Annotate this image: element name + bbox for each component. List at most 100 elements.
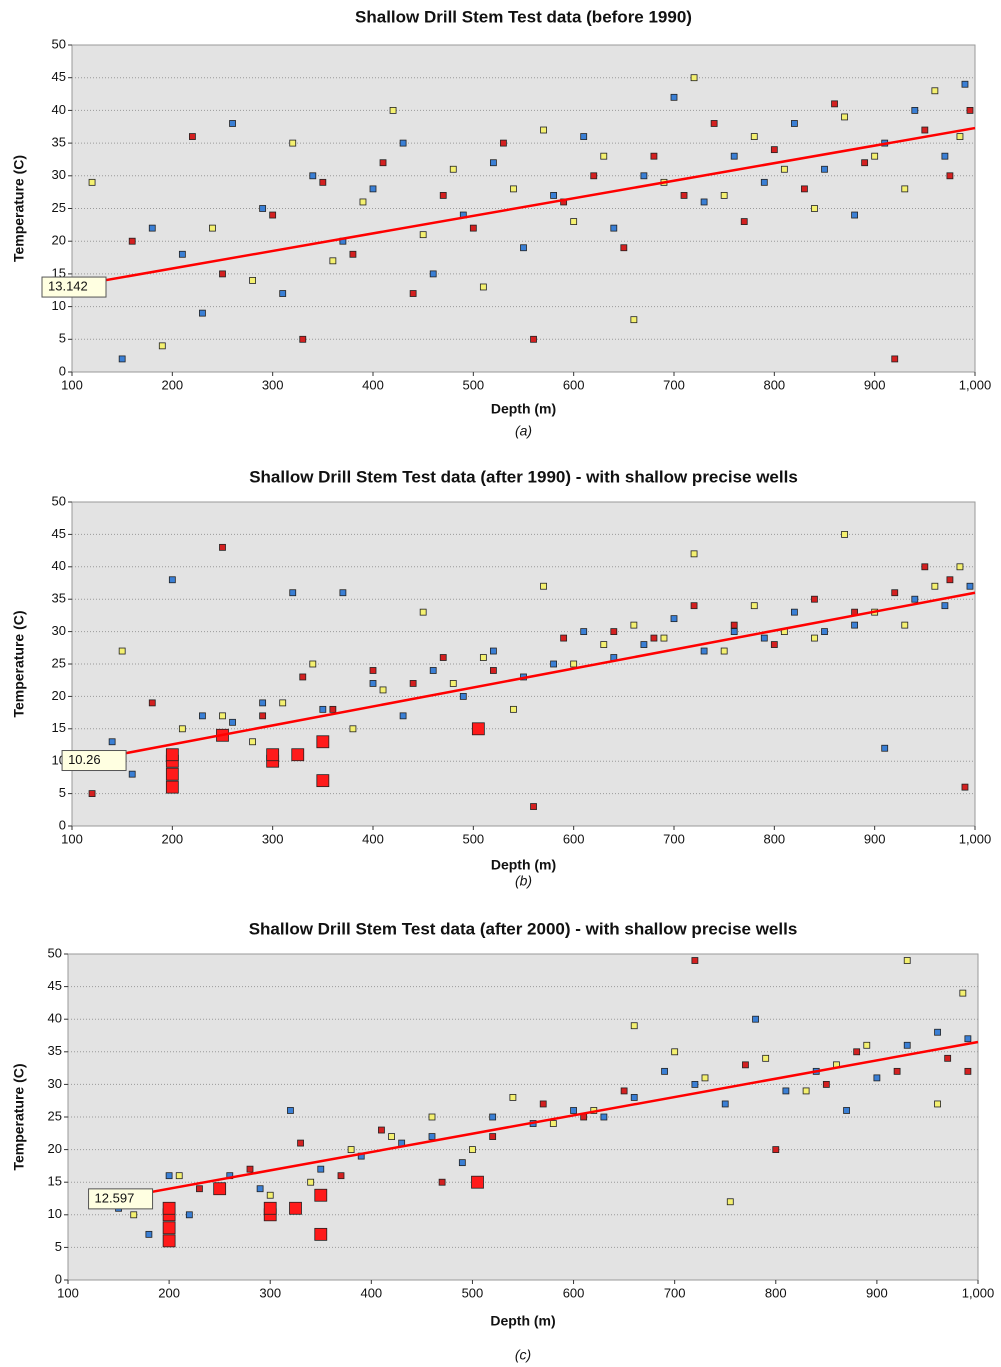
data-point <box>319 178 327 186</box>
data-point <box>700 198 708 206</box>
data-point <box>479 654 487 661</box>
y-tick-label: 15 <box>48 1174 62 1189</box>
data-point <box>469 224 477 232</box>
y-tick-label: 30 <box>48 1076 62 1091</box>
y-tick-label: 10 <box>48 1206 62 1221</box>
data-point <box>730 621 738 629</box>
data-point <box>881 744 889 752</box>
data-point <box>670 615 678 623</box>
data-point <box>297 1139 304 1147</box>
data-point <box>560 634 568 642</box>
data-point <box>730 152 738 160</box>
data-point <box>309 172 317 180</box>
data-point <box>640 172 648 180</box>
data-point <box>489 159 497 167</box>
data-point <box>831 100 838 108</box>
data-point <box>419 231 427 239</box>
data-point <box>378 1126 385 1134</box>
data-point <box>791 120 798 127</box>
data-point <box>209 224 216 232</box>
data-point <box>782 1087 790 1095</box>
data-point <box>449 165 457 173</box>
data-point <box>178 725 186 733</box>
x-tick-label: 1,000 <box>959 377 992 392</box>
y-axis-label: Temperature (C) <box>11 1063 27 1170</box>
caption: (c) <box>515 1347 531 1363</box>
x-tick-label: 300 <box>262 377 284 392</box>
data-point <box>946 172 954 180</box>
data-point <box>701 1074 709 1082</box>
trend-line <box>71 126 976 288</box>
x-axis-label: Depth (m) <box>491 857 556 873</box>
caption: (a) <box>515 423 532 439</box>
data-point <box>118 355 126 363</box>
data-point <box>921 563 929 571</box>
data-point <box>660 634 668 642</box>
data-point <box>772 1146 780 1153</box>
data-point <box>379 159 387 167</box>
annotation-box <box>61 750 127 772</box>
data-point <box>550 192 557 199</box>
data-point <box>650 152 658 160</box>
data-point <box>509 1094 517 1101</box>
data-point <box>961 783 969 791</box>
y-tick-label: 0 <box>59 363 66 378</box>
data-point <box>600 641 608 648</box>
data-point <box>700 647 708 655</box>
chart-title: Shallow Drill Stem Test data (after 2000… <box>249 919 798 938</box>
y-tick-label: 30 <box>52 623 66 638</box>
data-point <box>811 595 818 603</box>
data-point <box>550 660 557 668</box>
x-tick-label: 300 <box>259 1285 281 1300</box>
data-point <box>941 602 949 610</box>
y-tick-label: 15 <box>52 720 66 735</box>
data-point <box>752 1015 759 1023</box>
data-point <box>510 705 517 713</box>
data-point <box>88 178 96 186</box>
x-tick-label: 200 <box>161 377 183 392</box>
data-point <box>279 699 287 707</box>
data-point <box>580 628 588 635</box>
data-point <box>369 185 377 193</box>
x-tick-label: 800 <box>763 831 785 846</box>
data-point <box>359 198 367 206</box>
data-point <box>861 159 869 167</box>
data-point <box>690 550 698 558</box>
x-tick-label: 600 <box>563 1285 585 1300</box>
data-point <box>458 1159 466 1167</box>
data-point <box>369 667 377 674</box>
annotation-box <box>41 276 107 298</box>
data-point <box>931 582 939 590</box>
data-point <box>934 1100 941 1108</box>
data-point <box>219 712 226 720</box>
data-point <box>329 705 337 713</box>
data-point <box>520 244 527 252</box>
y-tick-label: 50 <box>48 945 62 960</box>
data-point <box>108 738 116 746</box>
data-point <box>165 780 179 794</box>
data-point <box>471 722 485 736</box>
data-point <box>966 582 974 590</box>
data-point <box>314 1188 328 1202</box>
data-point <box>630 1022 638 1030</box>
data-point <box>760 178 768 186</box>
data-point <box>742 1061 749 1069</box>
x-tick-label: 500 <box>462 1285 484 1300</box>
y-tick-label: 30 <box>52 167 66 182</box>
data-point <box>471 1175 484 1189</box>
caption: (b) <box>515 873 532 889</box>
data-point <box>175 1172 183 1180</box>
data-point <box>610 628 618 635</box>
data-point <box>185 1211 193 1219</box>
data-point <box>964 1067 972 1075</box>
x-tick-label: 800 <box>763 377 785 392</box>
data-point <box>409 680 417 687</box>
data-point <box>540 582 547 590</box>
data-point <box>570 218 578 225</box>
data-point <box>931 87 939 95</box>
x-tick-label: 100 <box>61 377 83 392</box>
annotation: 10.26 <box>68 752 101 767</box>
y-tick-label: 5 <box>59 331 66 346</box>
data-point <box>730 628 738 635</box>
